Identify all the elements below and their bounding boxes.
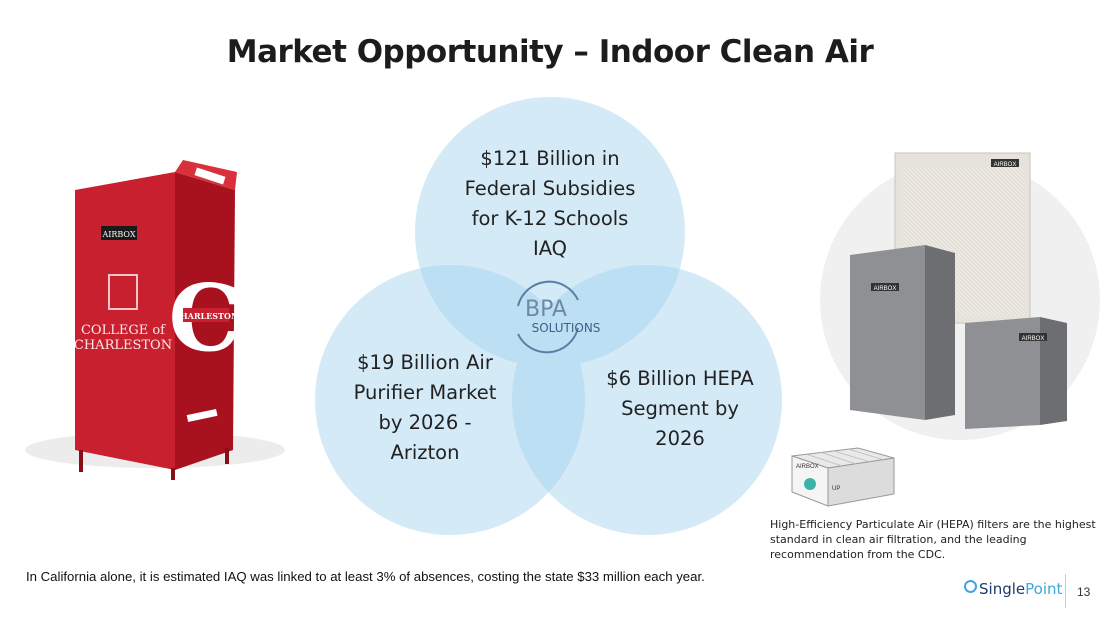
singlepoint-logo: SinglePoint [964,580,1062,598]
svg-text:SOLUTIONS: SOLUTIONS [532,321,601,335]
svg-text:AIRBOX: AIRBOX [994,162,1017,168]
svg-text:AIRBOX: AIRBOX [874,286,897,292]
svg-text:AIRBOX: AIRBOX [796,464,819,470]
svg-text:COLLEGE of: COLLEGE of [81,323,166,338]
california-note: In California alone, it is estimated IAQ… [26,569,705,584]
venn-top-text: $121 Billion in Federal Subsidies for K-1… [464,147,636,260]
bpa-solutions-logo: BPA SOLUTIONS [517,280,601,354]
venn-right-text: $6 Billion HEPA Segment by 2026 [606,367,754,450]
airbox-brand-text: AIRBOX [101,230,135,239]
airbox-units-image: AIRBOX AIRBOX AIRBOX [815,145,1100,455]
svg-text:BPA: BPA [525,297,567,322]
page-number: 13 [1077,585,1091,599]
svg-text:CHARLESTON: CHARLESTON [174,311,239,321]
venn-diagram: BPA SOLUTIONS $121 Billion in Federal Sub… [300,90,790,540]
singlepoint-icon [964,580,977,593]
college-airbox-image: AIRBOX COLLEGE of CHARLESTON C CHARLESTO… [15,150,295,485]
svg-text:UP: UP [832,486,840,492]
svg-text:AIRBOX: AIRBOX [1022,336,1045,342]
hepa-filter-image: AIRBOX UP [786,432,902,517]
hepa-caption: High-Efficiency Particulate Air (HEPA) f… [770,518,1096,561]
svg-text:CHARLESTON: CHARLESTON [74,338,172,353]
venn-left-text: $19 Billion Air Purifier Market by 2026 -… [353,351,497,464]
slide-title: Market Opportunity – Indoor Clean Air [226,34,874,70]
footer-divider [1065,574,1066,608]
